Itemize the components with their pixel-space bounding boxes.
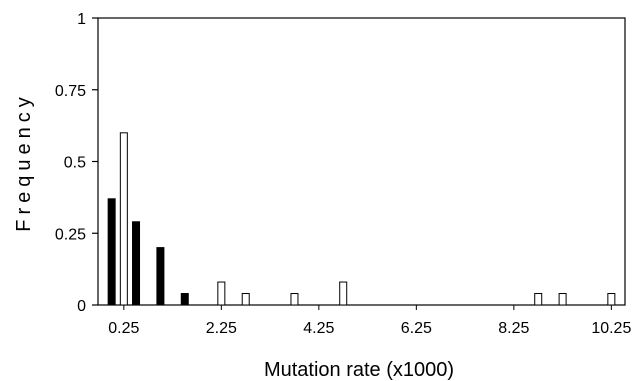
hollow-bar bbox=[607, 293, 616, 306]
solid-bar bbox=[132, 221, 141, 306]
x-tick-label: 10.25 bbox=[591, 320, 631, 337]
y-axis-title: Frequency bbox=[13, 92, 35, 232]
solid-bar bbox=[156, 247, 165, 306]
x-axis: 0.25 2.25 4.25 6.25 8.25 10.25 bbox=[108, 305, 631, 337]
y-axis: 0 0.25 0.5 0.75 1 bbox=[55, 11, 98, 315]
x-tick-label: 0.25 bbox=[108, 320, 139, 337]
y-tick-label: 0.5 bbox=[64, 155, 86, 172]
y-tick-label: 1 bbox=[77, 11, 86, 28]
y-tick-label: 0 bbox=[77, 298, 86, 315]
solid-bar bbox=[107, 198, 116, 306]
hollow-bar bbox=[558, 293, 567, 306]
hollow-bar bbox=[241, 293, 250, 306]
x-axis-title: Mutation rate (x1000) bbox=[264, 359, 454, 381]
x-tick-label: 2.25 bbox=[206, 320, 237, 337]
hollow-bar bbox=[290, 293, 299, 306]
hollow-bar bbox=[119, 132, 128, 306]
y-tick-label: 0.25 bbox=[55, 226, 86, 243]
hollow-bar bbox=[217, 281, 226, 306]
x-tick-label: 8.25 bbox=[498, 320, 529, 337]
x-tick-label: 6.25 bbox=[401, 320, 432, 337]
hollow-bar bbox=[534, 293, 543, 306]
plot-frame bbox=[97, 17, 626, 306]
hollow-bar bbox=[339, 281, 348, 306]
solid-bar bbox=[180, 293, 189, 306]
x-tick-label: 4.25 bbox=[303, 320, 334, 337]
y-tick-label: 0.75 bbox=[55, 83, 86, 100]
bar-series bbox=[107, 132, 616, 306]
